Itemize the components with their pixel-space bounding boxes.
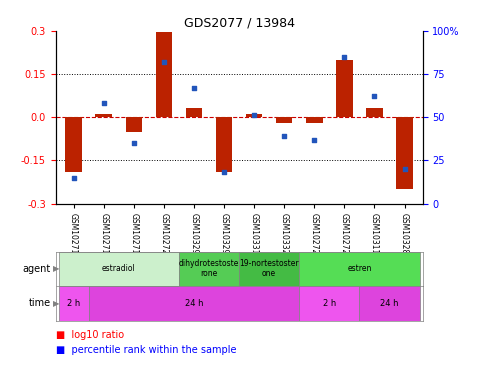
Point (130, 140, 138, 146)
Bar (366, 109, 383, 117)
Text: 2 h: 2 h (67, 299, 80, 308)
Bar (299, 286, 359, 321)
Text: ▶: ▶ (53, 264, 59, 273)
Point (70, 175, 77, 181)
Bar (336, 60, 353, 117)
Bar (179, 252, 239, 286)
Bar (96, 114, 112, 117)
Text: ■  percentile rank within the sample: ■ percentile rank within the sample (56, 345, 236, 355)
Bar (276, 117, 293, 123)
Bar (65, 117, 82, 172)
Text: 19-nortestoster
one: 19-nortestoster one (240, 259, 299, 278)
Text: time: time (28, 298, 51, 308)
Text: agent: agent (23, 264, 51, 274)
Text: ■  log10 ratio: ■ log10 ratio (56, 330, 124, 340)
Text: estradiol: estradiol (102, 264, 136, 273)
Bar (359, 286, 420, 321)
Point (160, 59, 168, 65)
Point (220, 169, 228, 175)
Text: 2 h: 2 h (323, 299, 336, 308)
Text: ▶: ▶ (53, 299, 59, 308)
Point (370, 93, 378, 99)
Text: 24 h: 24 h (185, 299, 203, 308)
Bar (396, 117, 413, 189)
Point (100, 100, 108, 106)
Bar (126, 117, 142, 131)
Bar (89, 286, 299, 321)
Bar (156, 32, 172, 117)
Point (250, 112, 258, 118)
Point (190, 84, 198, 91)
Bar (185, 109, 202, 117)
Text: dihydrotestoste
rone: dihydrotestoste rone (179, 259, 239, 278)
Bar (246, 114, 262, 117)
Bar (58, 252, 179, 286)
Bar (216, 117, 232, 172)
Bar (306, 117, 323, 123)
Text: estren: estren (347, 264, 371, 273)
Bar (299, 252, 420, 286)
Text: 24 h: 24 h (380, 299, 399, 308)
Point (311, 137, 318, 143)
Point (401, 166, 409, 172)
Bar (58, 286, 89, 321)
Point (280, 133, 288, 139)
Bar (239, 252, 299, 286)
Point (341, 53, 348, 60)
Title: GDS2077 / 13984: GDS2077 / 13984 (184, 17, 295, 30)
